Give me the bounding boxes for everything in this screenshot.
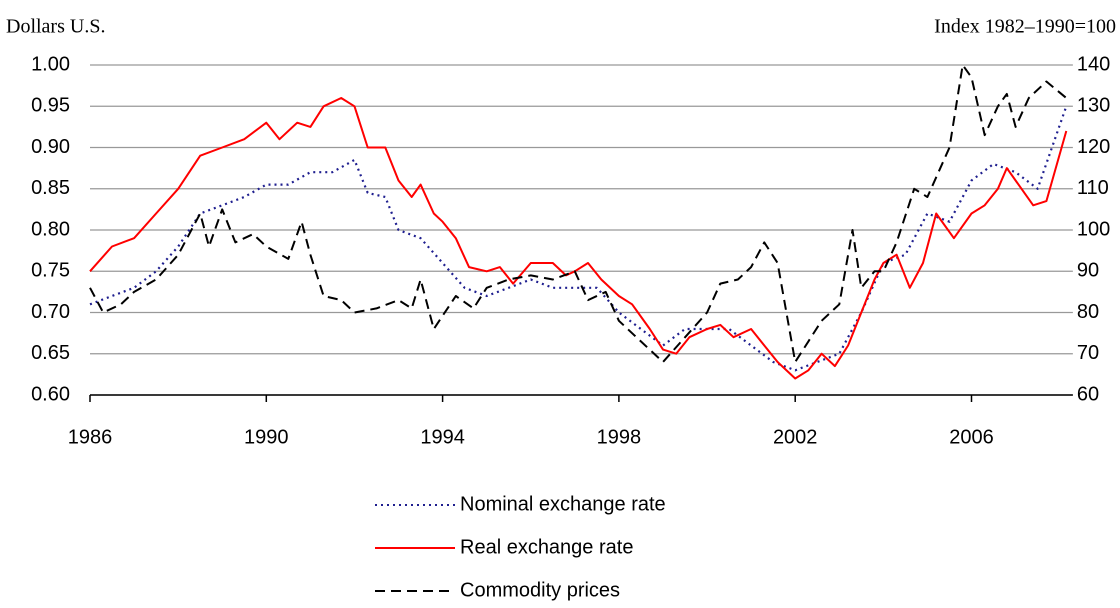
- x-tick-label: 1990: [244, 426, 289, 448]
- y-axis-title: Dollars U.S.: [6, 16, 105, 38]
- series-line: [89, 64, 1067, 363]
- y-tick-label: 0.60: [31, 383, 70, 405]
- y-tick-label: 0.75: [31, 260, 70, 282]
- y-tick-label: 0.70: [31, 301, 70, 323]
- y2-tick-label: 60: [1077, 383, 1099, 405]
- x-tick-label: 1998: [597, 426, 642, 448]
- series-line: [89, 97, 1068, 380]
- x-tick-label: 2006: [949, 426, 994, 448]
- y-tick-label: 0.90: [31, 136, 70, 158]
- x-tick-label: 2002: [773, 426, 818, 448]
- y-tick-label: 0.95: [31, 95, 70, 117]
- x-tick-label: 1986: [68, 426, 113, 448]
- y2-tick-label: 140: [1077, 53, 1110, 75]
- y2-tick-label: 110: [1077, 177, 1109, 199]
- y-tick-label: 0.85: [31, 177, 70, 199]
- y2-tick-label: 100: [1077, 218, 1110, 240]
- y2-tick-label: 120: [1077, 136, 1110, 158]
- y2-axis-title: Index 1982–1990=100: [934, 16, 1116, 38]
- y-tick-label: 1.00: [31, 53, 70, 75]
- y2-tick-label: 90: [1077, 260, 1099, 282]
- y2-tick-label: 80: [1077, 301, 1099, 323]
- legend-label: Nominal exchange rate: [460, 493, 666, 515]
- legend-label: Commodity prices: [460, 579, 620, 601]
- y-tick-label: 0.65: [31, 342, 70, 364]
- y2-tick-label: 70: [1077, 342, 1099, 364]
- y-tick-label: 0.80: [31, 218, 70, 240]
- legend-label: Real exchange rate: [460, 536, 633, 558]
- x-tick-label: 1994: [420, 426, 465, 448]
- y2-tick-label: 130: [1077, 95, 1110, 117]
- series-line: [89, 105, 1068, 372]
